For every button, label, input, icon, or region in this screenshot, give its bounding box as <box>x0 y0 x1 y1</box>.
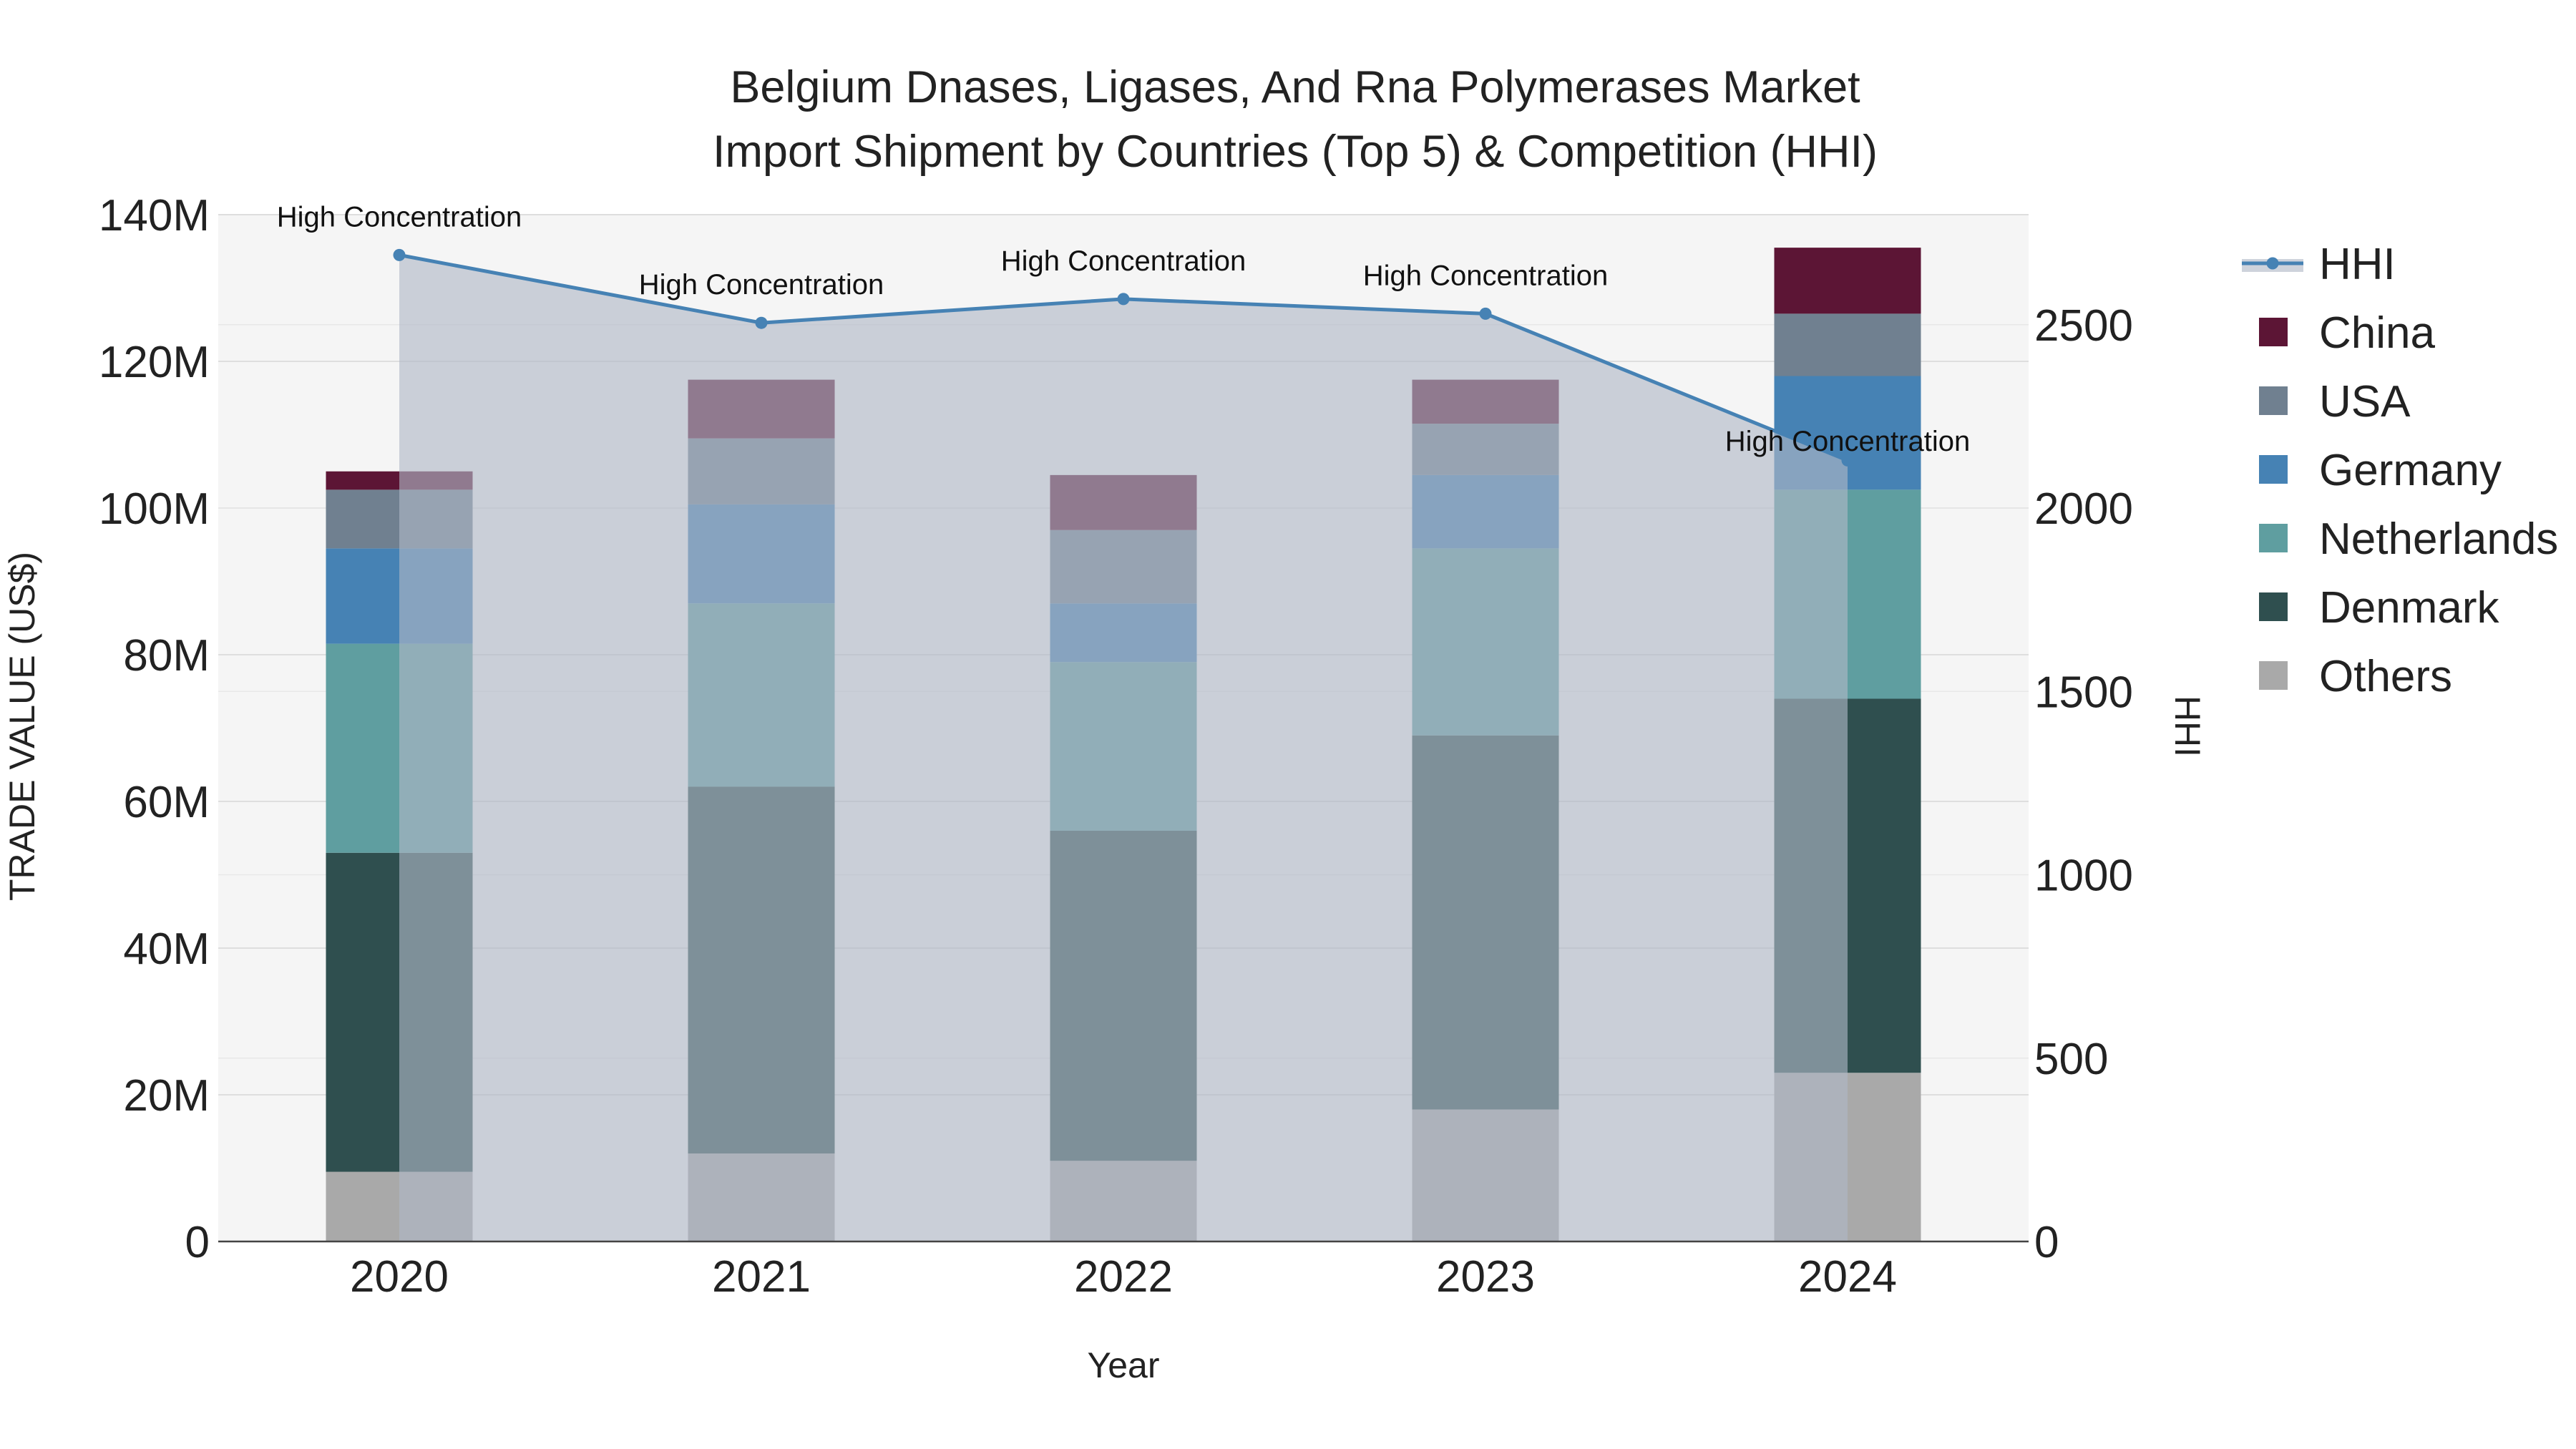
legend-label-others: Others <box>2319 652 2452 701</box>
legend-label-china: China <box>2319 308 2436 358</box>
legend-swatch-usa <box>2259 386 2288 415</box>
annotations-layer: High Concentration High Concentration High… <box>277 201 1970 457</box>
y2-tick-label: 2000 <box>2034 484 2133 534</box>
hhi-area <box>399 255 1848 1241</box>
y2-tick-label: 1500 <box>2034 668 2133 717</box>
hhi-marker-2023 <box>1479 307 1492 320</box>
legend-swatch-netherlands <box>2259 524 2288 552</box>
hhi-line-layer <box>393 248 1854 467</box>
y-tick-label: 0 <box>185 1218 210 1267</box>
legend-label-netherlands: Netherlands <box>2319 514 2558 564</box>
hhi-marker-2024 <box>1841 454 1854 467</box>
y-tick-label: 60M <box>123 778 210 827</box>
legend-label-germany: Germany <box>2319 446 2502 495</box>
hhi-marker-2020 <box>393 248 406 261</box>
y2-axis-ticks: 0 500 1000 1500 2000 2500 <box>2034 301 2133 1267</box>
legend-swatch-germany <box>2259 455 2288 484</box>
legend-label-denmark: Denmark <box>2319 583 2500 633</box>
y-tick-label: 80M <box>123 631 210 680</box>
x-tick-label: 2024 <box>1798 1252 1897 1302</box>
y-tick-label: 40M <box>123 924 210 974</box>
x-tick-label: 2020 <box>350 1252 449 1302</box>
hhi-marker-2021 <box>755 316 768 329</box>
y2-axis-label: HHI <box>2167 696 2207 757</box>
hhi-annotation-2021: High Concentration <box>639 269 884 301</box>
y-tick-label: 100M <box>99 484 210 534</box>
y2-tick-label: 1000 <box>2034 852 2133 901</box>
x-tick-label: 2022 <box>1074 1252 1173 1302</box>
legend-swatch-others <box>2259 661 2288 690</box>
hhi-annotation-2022: High Concentration <box>1001 245 1246 277</box>
y2-tick-label: 500 <box>2034 1035 2108 1084</box>
y-tick-label: 120M <box>99 338 210 387</box>
legend-hhi-swatch-marker <box>2266 257 2279 270</box>
y-axis-ticks: 0 20M 40M 60M 80M 100M 120M 140M <box>99 191 210 1267</box>
hhi-marker-2022 <box>1117 293 1130 306</box>
x-axis-label: Year <box>1087 1345 1159 1385</box>
y-axis-label: TRADE VALUE (US$) <box>2 552 42 901</box>
hhi-annotation-2023: High Concentration <box>1363 260 1608 291</box>
hhi-area-layer <box>399 255 1848 1241</box>
legend-label-hhi: HHI <box>2319 240 2396 289</box>
hhi-annotation-2020: High Concentration <box>277 201 522 233</box>
legend-swatch-denmark <box>2259 592 2288 621</box>
x-axis-ticks: 2020 2021 2022 2023 2024 <box>350 1252 1897 1302</box>
x-tick-label: 2023 <box>1436 1252 1535 1302</box>
bar-usa-2024 <box>1774 313 1921 376</box>
chart-title-line1: Belgium Dnases, Ligases, And Rna Polymer… <box>730 62 1860 112</box>
y-tick-label: 140M <box>99 191 210 240</box>
y-tick-label: 20M <box>123 1071 210 1121</box>
x-tick-label: 2021 <box>712 1252 811 1302</box>
chart-title-line2: Import Shipment by Countries (Top 5) & C… <box>713 127 1878 177</box>
hhi-annotation-2024: High Concentration <box>1725 426 1970 457</box>
legend: HHI China USA Germany Netherlands Denmark Othe… <box>2242 240 2558 701</box>
legend-label-usa: USA <box>2319 377 2411 426</box>
y2-tick-label: 2500 <box>2034 301 2133 351</box>
legend-swatch-china <box>2259 318 2288 346</box>
y2-tick-label: 0 <box>2034 1218 2059 1267</box>
bar-china-2024 <box>1774 248 1921 314</box>
